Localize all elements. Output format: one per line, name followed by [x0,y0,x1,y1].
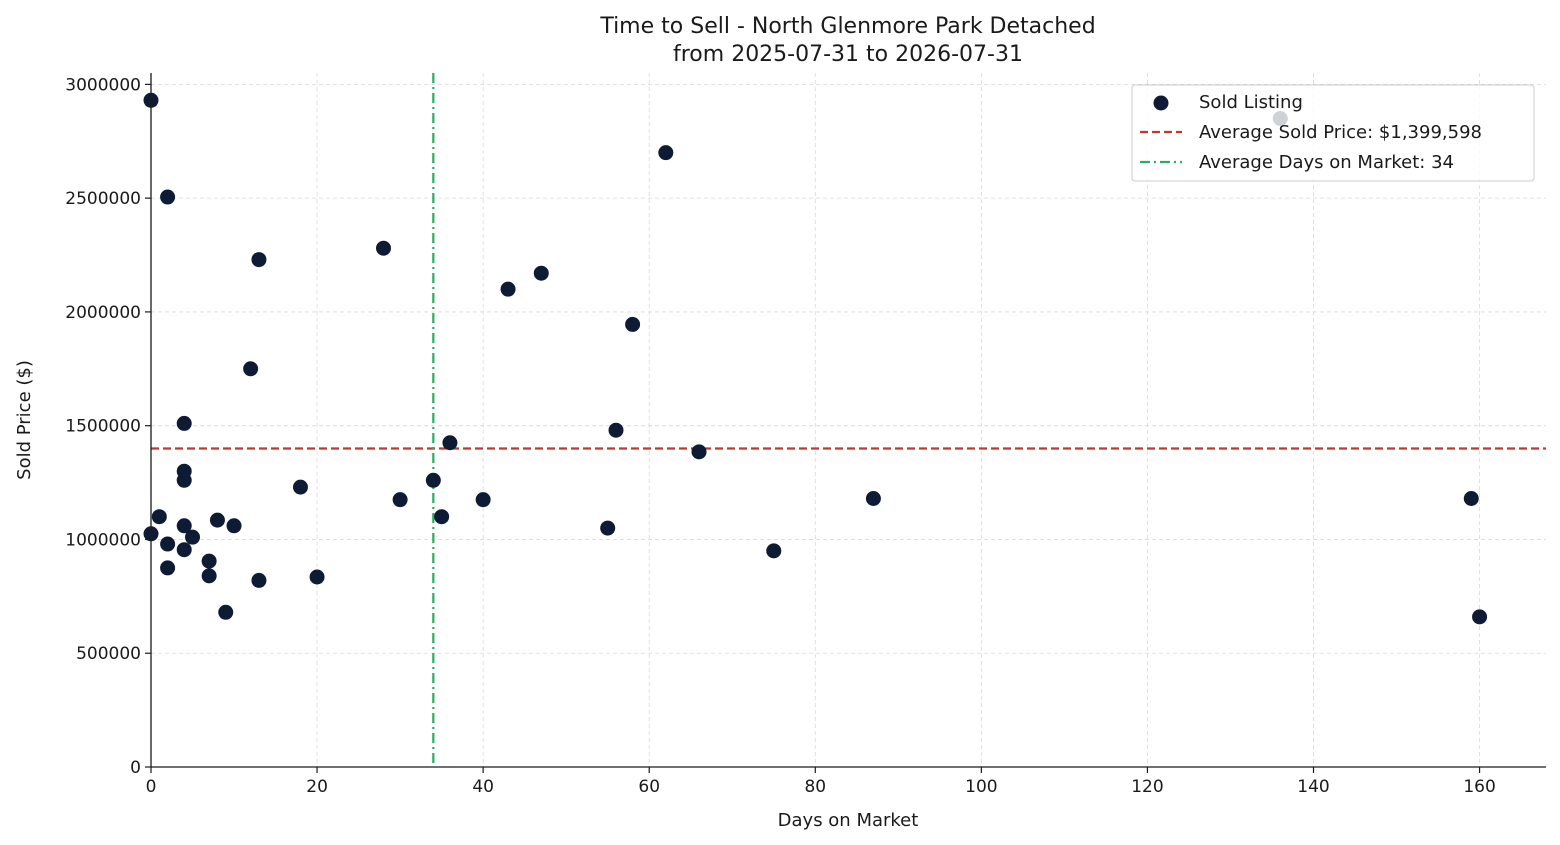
data-point [209,512,225,528]
data-point [218,604,234,620]
x-tick-label: 0 [146,777,157,797]
data-point [160,560,176,576]
data-point [160,189,176,205]
data-point [176,415,192,431]
y-tick-label: 2500000 [65,189,141,209]
legend: Sold Listing Average Sold Price: $1,399,… [1131,84,1535,182]
x-tick-label: 120 [1131,777,1163,797]
data-point [176,472,192,488]
data-point [865,491,881,507]
legend-box [1131,84,1535,182]
data-point [434,509,450,525]
data-point [766,543,782,559]
y-tick-label: 1000000 [65,530,141,550]
data-point [201,568,217,584]
x-tick-label: 140 [1297,777,1329,797]
x-tick-label: 100 [965,777,997,797]
x-tick-label: 160 [1463,777,1495,797]
data-point [160,536,176,552]
legend-label-sold-listing: Sold Listing [1199,92,1303,113]
x-tick-label: 60 [638,777,660,797]
legend-label-avg-price: Average Sold Price: $1,399,598 [1199,122,1482,143]
data-point [691,444,707,460]
data-point [243,361,259,377]
data-point [251,572,267,588]
x-axis-ticks: 0 20 40 60 80 100 120 140 160 [146,767,1496,797]
y-axis-ticks: 0 500000 1000000 1500000 2000000 2500000 30000… [65,75,151,778]
data-point [392,492,408,508]
data-point [1463,491,1479,507]
data-point [475,492,491,508]
y-tick-label: 0 [130,758,141,778]
data-point [185,529,201,545]
chart-title-line1: Time to Sell - North Glenmore Park Detac… [599,14,1095,39]
y-axis-label: Sold Price ($) [14,360,35,480]
legend-marker-sold-listing [1153,95,1169,111]
data-point [292,479,308,495]
data-point [442,435,458,451]
y-tick-label: 500000 [76,644,141,664]
data-point [309,569,325,585]
data-point [500,281,516,297]
data-point [226,518,242,534]
data-point [251,252,267,268]
reference-lines [151,73,1546,767]
data-point [608,422,624,438]
data-point [151,509,167,525]
data-point [201,553,217,569]
data-point [376,240,391,256]
data-point [625,316,641,332]
x-axis-label: Days on Market [778,810,919,831]
y-tick-label: 2000000 [65,303,141,323]
data-point [600,520,616,536]
chart-title-line2: from 2025-07-31 to 2026-07-31 [673,42,1023,67]
legend-label-avg-days: Average Days on Market: 34 [1199,152,1454,173]
data-point [533,265,549,281]
y-tick-label: 1500000 [65,417,141,437]
y-tick-label: 3000000 [65,75,141,95]
x-tick-label: 40 [472,777,494,797]
x-tick-label: 20 [306,777,328,797]
data-point [658,145,674,161]
data-point [1472,609,1488,625]
data-point [176,542,192,558]
data-point [176,518,192,534]
data-point [425,472,441,488]
x-tick-label: 80 [804,777,826,797]
